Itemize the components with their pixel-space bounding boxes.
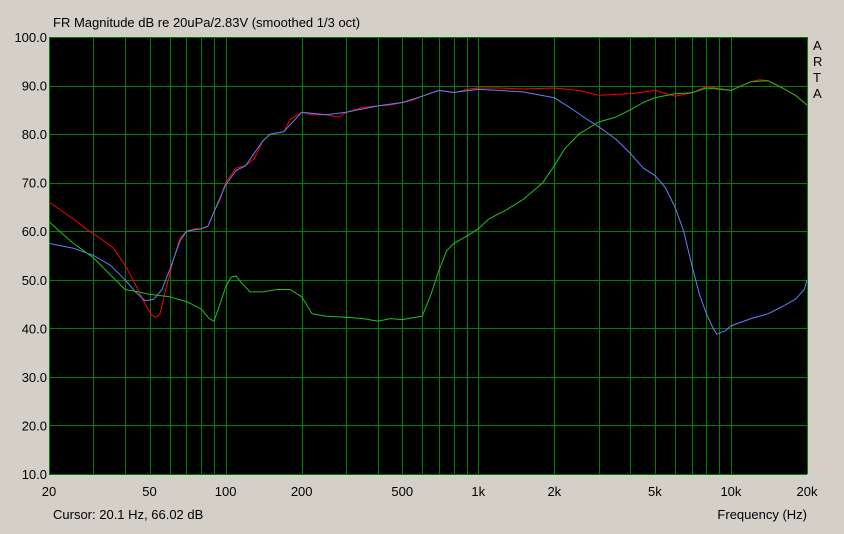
series-line-3 xyxy=(48,80,808,322)
watermark-letter-a2: A xyxy=(813,86,822,101)
y-tick-label: 90.0 xyxy=(22,79,47,94)
x-tick-label: 50 xyxy=(142,484,156,499)
y-tick-label: 100.0 xyxy=(14,30,47,45)
arta-watermark: A R T A xyxy=(813,38,822,101)
y-tick-label: 50.0 xyxy=(22,273,47,288)
series-line-1 xyxy=(48,79,808,318)
y-tick-label: 40.0 xyxy=(22,321,47,336)
y-tick-label: 80.0 xyxy=(22,127,47,142)
plot-area xyxy=(49,37,807,474)
x-tick-label: 500 xyxy=(391,484,413,499)
y-tick-label: 60.0 xyxy=(22,224,47,239)
y-tick-label: 30.0 xyxy=(22,370,47,385)
watermark-letter-a1: A xyxy=(813,38,822,53)
x-tick-label: 1k xyxy=(471,484,485,499)
cursor-readout: Cursor: 20.1 Hz, 66.02 dB xyxy=(53,507,203,522)
series-lines xyxy=(48,79,808,335)
y-tick-label: 70.0 xyxy=(22,176,47,191)
x-tick-label: 20k xyxy=(797,484,818,499)
y-tick-label: 20.0 xyxy=(22,418,47,433)
watermark-letter-t: T xyxy=(813,70,821,85)
x-axis-label: Frequency (Hz) xyxy=(717,507,807,522)
tick-labels: 10.0 20.0 30.0 40.0 50.0 60.0 70.0 80.0 90.0 100.… xyxy=(14,30,818,499)
grid-lines xyxy=(49,37,808,475)
x-tick-label: 20 xyxy=(42,484,56,499)
x-tick-label: 5k xyxy=(648,484,662,499)
x-tick-label: 2k xyxy=(547,484,561,499)
x-tick-label: 10k xyxy=(720,484,741,499)
chart-title: FR Magnitude dB re 20uPa/2.83V (smoothed… xyxy=(53,15,360,30)
x-tick-label: 100 xyxy=(215,484,237,499)
watermark-letter-r: R xyxy=(813,54,822,69)
series-line-2 xyxy=(48,88,808,335)
y-tick-label: 10.0 xyxy=(22,467,47,482)
x-tick-label: 200 xyxy=(291,484,313,499)
